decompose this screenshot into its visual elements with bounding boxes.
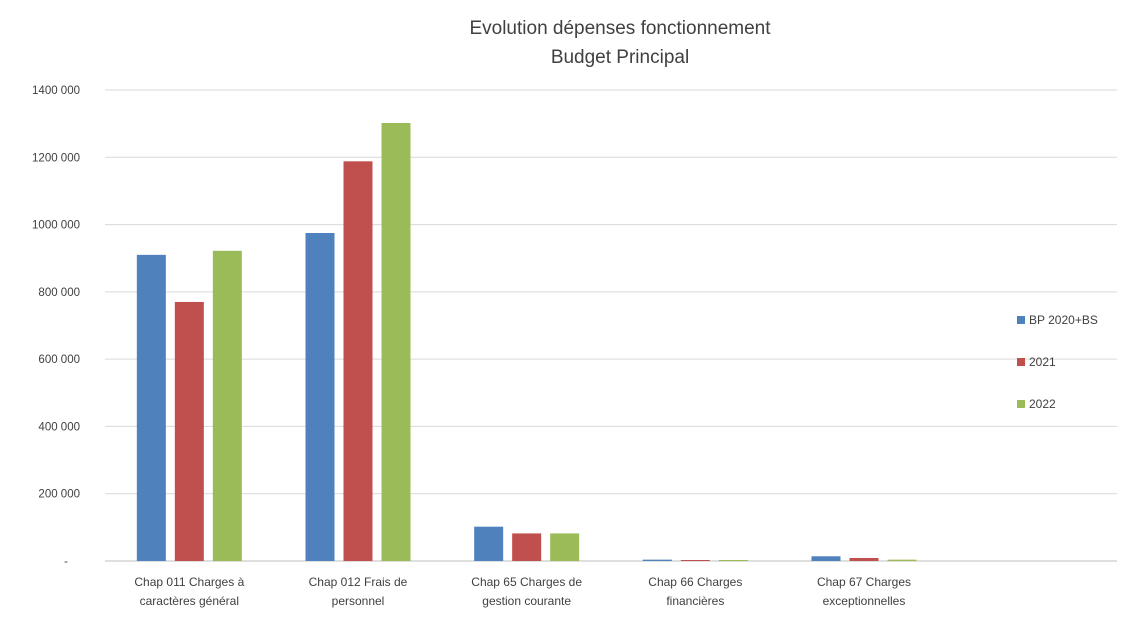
chart-title-line-2: Budget Principal bbox=[551, 47, 689, 68]
x-tick-label: Chap 67 Charges bbox=[817, 575, 911, 589]
bar bbox=[550, 533, 580, 561]
x-tick-label: gestion courante bbox=[482, 594, 571, 608]
x-tick-label: Chap 012 Frais de bbox=[309, 575, 408, 589]
x-axis-labels: Chap 011 Charges à caractères général Chap… bbox=[134, 575, 911, 608]
bar bbox=[305, 232, 335, 561]
x-tick-label: Chap 66 Charges bbox=[648, 575, 742, 589]
bar bbox=[174, 301, 204, 561]
legend-label: 2022 bbox=[1029, 397, 1056, 411]
legend-swatch bbox=[1017, 400, 1025, 408]
chart-title-line-1: Evolution dépenses fonctionnement bbox=[469, 18, 771, 39]
y-tick-label: 200 000 bbox=[38, 489, 80, 501]
gridlines bbox=[105, 89, 1117, 562]
chart-title: Evolution dépenses fonctionnement Budget… bbox=[469, 18, 771, 68]
x-tick-label: personnel bbox=[332, 594, 385, 608]
y-tick-label: - bbox=[64, 556, 68, 568]
legend: BP 2020+BS 2021 2022 bbox=[1017, 313, 1098, 411]
bar bbox=[680, 559, 710, 561]
bar bbox=[136, 254, 166, 561]
bar bbox=[642, 559, 672, 561]
x-tick-label: exceptionnelles bbox=[823, 594, 906, 608]
y-tick-label: 400 000 bbox=[38, 421, 80, 433]
bar bbox=[887, 559, 917, 561]
y-tick-label: 1400 000 bbox=[32, 85, 80, 97]
legend-label: 2021 bbox=[1029, 355, 1056, 369]
bar bbox=[381, 122, 411, 561]
y-tick-label: 600 000 bbox=[38, 354, 80, 366]
y-axis-ticks: - 200 000 400 000 600 000 800 000 1000 000 120… bbox=[32, 85, 80, 568]
legend-swatch bbox=[1017, 358, 1025, 366]
x-tick-label: caractères général bbox=[140, 594, 239, 608]
bar bbox=[343, 161, 373, 561]
bar bbox=[512, 533, 542, 561]
legend-label: BP 2020+BS bbox=[1029, 313, 1098, 327]
x-tick-label: financières bbox=[666, 594, 724, 608]
y-tick-label: 800 000 bbox=[38, 287, 80, 299]
y-tick-label: 1200 000 bbox=[32, 152, 80, 164]
bar bbox=[474, 526, 504, 561]
x-tick-label: Chap 65 Charges de bbox=[471, 575, 582, 589]
x-tick-label: Chap 011 Charges à bbox=[134, 575, 244, 589]
bars bbox=[136, 122, 917, 561]
bar bbox=[718, 559, 748, 561]
bar bbox=[212, 250, 242, 561]
bar bbox=[811, 556, 841, 561]
bar bbox=[849, 557, 879, 561]
legend-swatch bbox=[1017, 316, 1025, 324]
y-tick-label: 1000 000 bbox=[32, 220, 80, 232]
